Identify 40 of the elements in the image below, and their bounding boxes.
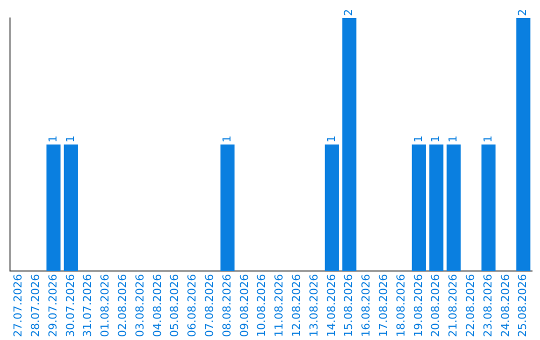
x-tick-label: 04.08.2026 — [150, 274, 164, 338]
data-label: 1 — [220, 136, 234, 143]
x-tick-label: 29.07.2026 — [46, 274, 60, 338]
x-tick-label: 02.08.2026 — [116, 274, 129, 338]
x-tick-label: 20.08.2026 — [429, 274, 442, 338]
x-tick-label: 22.08.2026 — [464, 274, 477, 338]
x-tick-label: 06.08.2026 — [186, 274, 199, 338]
x-tick-label: 15.08.2026 — [342, 274, 356, 338]
x-tick-label: 12.08.2026 — [290, 274, 303, 338]
x-tick-label: 31.07.2026 — [81, 274, 94, 338]
data-label: 1 — [481, 136, 494, 143]
data-label: 2 — [342, 9, 356, 16]
data-label: 1 — [46, 136, 60, 143]
data-label: 1 — [64, 136, 77, 143]
data-label: 1 — [429, 136, 442, 143]
x-tick-label: 24.08.2026 — [498, 274, 512, 338]
x-tick-label: 11.08.2026 — [272, 274, 286, 338]
x-tick-label: 08.08.2026 — [220, 274, 234, 338]
x-tick-label: 28.07.2026 — [28, 274, 42, 338]
x-tick-label: 05.08.2026 — [168, 274, 182, 338]
x-tick-label: 14.08.2026 — [324, 274, 338, 338]
x-tick-label: 25.08.2026 — [516, 274, 530, 338]
x-tick-label: 01.08.2026 — [98, 274, 112, 338]
x-tick-label: 07.08.2026 — [202, 274, 216, 338]
data-label: 1 — [324, 136, 338, 143]
x-tick-label: 27.07.2026 — [12, 274, 25, 338]
x-tick-label: 30.07.2026 — [64, 274, 77, 338]
x-tick-label: 21.08.2026 — [446, 274, 460, 338]
x-tick-label: 03.08.2026 — [133, 274, 146, 338]
x-tick-label: 19.08.2026 — [412, 274, 425, 338]
x-tick-label: 17.08.2026 — [376, 274, 390, 338]
x-tick-label: 09.08.2026 — [238, 274, 251, 338]
x-tick-label: 16.08.2026 — [360, 274, 373, 338]
x-tick-label: 18.08.2026 — [394, 274, 408, 338]
data-label: 1 — [446, 136, 460, 143]
x-tick-label: 23.08.2026 — [481, 274, 494, 338]
x-tick-label: 10.08.2026 — [255, 274, 268, 338]
data-label: 1 — [412, 136, 425, 143]
x-tick-label: 13.08.2026 — [307, 274, 320, 338]
data-label: 2 — [516, 9, 530, 16]
